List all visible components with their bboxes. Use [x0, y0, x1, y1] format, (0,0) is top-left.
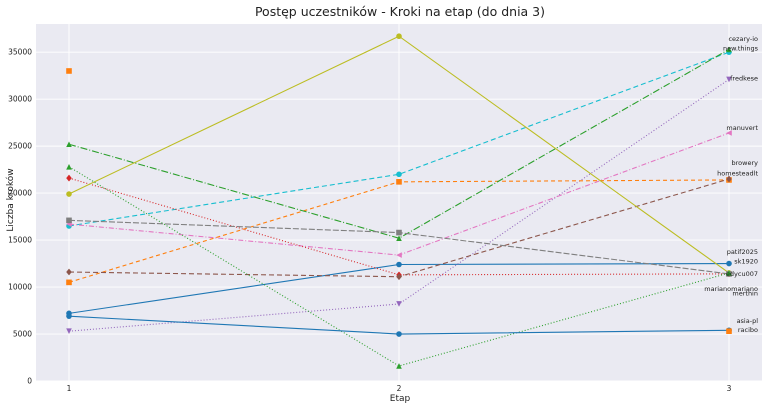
series-line: [68, 177, 730, 276]
data-point: [66, 174, 72, 182]
x-axis-ticks: 1 2 3: [67, 384, 732, 393]
series-sk1920: [66, 175, 732, 281]
series-end-label: sk1920: [734, 258, 758, 266]
y-tick-label: 5000: [13, 330, 32, 339]
data-point: [726, 175, 732, 183]
series-end-label: browery: [732, 159, 759, 167]
data-point: [396, 363, 402, 369]
data-point: [66, 191, 72, 197]
data-point: [66, 328, 72, 335]
series-end-label: manuvert: [726, 124, 758, 132]
data-point: [66, 279, 72, 286]
series-end-label: edycu007: [726, 270, 758, 278]
y-tick-label: 20000: [8, 189, 32, 198]
data-point: [726, 328, 732, 335]
data-point: [66, 164, 72, 170]
series-end-label: asia-pl: [737, 317, 759, 325]
series-group: [66, 33, 732, 369]
data-point: [396, 171, 402, 178]
series-end-label: merthin: [732, 290, 758, 298]
series-racibo: [66, 68, 732, 335]
y-tick-label: 10000: [8, 283, 32, 292]
data-point: [396, 179, 402, 185]
data-point: [66, 313, 72, 319]
data-point: [396, 252, 402, 258]
series-patif2025: [66, 46, 732, 241]
series-line: [68, 78, 730, 332]
series-end-label: new.things: [723, 44, 759, 52]
series-end-label: homesteadlt: [717, 169, 758, 177]
series-end-label: marianomariano: [704, 285, 758, 293]
data-point: [66, 268, 72, 276]
data-point: [726, 260, 732, 267]
series-line: [68, 51, 730, 227]
chart-title: Postęp uczestników - Kroki na etap (do d…: [255, 4, 545, 19]
data-point: [396, 331, 402, 337]
series-end-label: patif2025: [727, 248, 758, 256]
x-axis-label: Etap: [390, 394, 411, 404]
series-end-label: cezary-io: [728, 35, 758, 43]
series-fredkese: [66, 76, 732, 335]
data-point: [396, 301, 402, 307]
data-point: [726, 76, 732, 83]
data-point: [396, 33, 402, 40]
data-point: [66, 217, 72, 224]
x-tick-label: 1: [67, 384, 72, 393]
y-axis-label: Liczba kroków: [5, 168, 16, 231]
y-tick-label: 30000: [8, 95, 32, 104]
data-point: [66, 141, 72, 148]
data-point: [396, 273, 402, 281]
data-point: [66, 68, 72, 74]
data-point: [396, 235, 402, 241]
data-point: [396, 261, 402, 268]
y-tick-label: 35000: [8, 48, 32, 57]
series-end-label: racibo: [738, 326, 758, 334]
data-point: [396, 229, 402, 236]
series-cezary-io: [66, 260, 732, 317]
series-merthin: [66, 164, 732, 369]
y-tick-label: 15000: [8, 236, 32, 245]
series-end-label: fredkese: [730, 74, 758, 82]
data-point: [726, 130, 732, 136]
data-point: [726, 270, 732, 276]
y-axis-ticks: 0 5000 10000 15000 20000 25000 30000 35000: [8, 48, 32, 386]
y-tick-label: 25000: [8, 142, 32, 151]
y-tick-label: 0: [27, 377, 32, 386]
data-point: [726, 46, 732, 53]
series-line: [68, 48, 730, 239]
x-tick-label: 3: [727, 384, 732, 393]
x-tick-label: 2: [397, 384, 402, 393]
